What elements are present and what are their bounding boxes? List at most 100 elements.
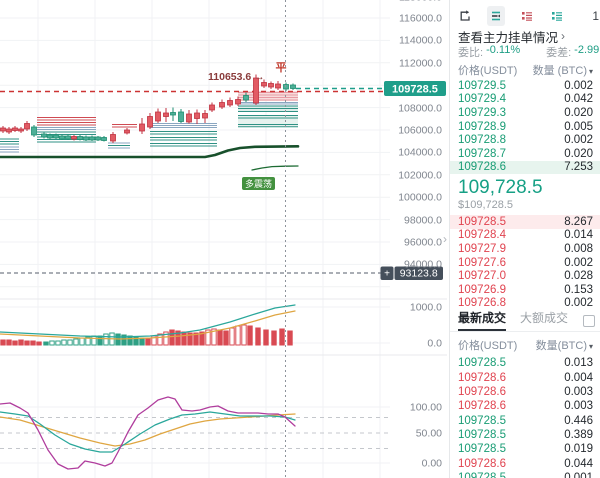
close-position-marker: 平 [276, 61, 287, 74]
crosshair-price-label [394, 266, 443, 280]
depth-refresh-icon[interactable] [456, 6, 474, 26]
volume-bar [163, 331, 169, 346]
volume-bar [241, 324, 247, 346]
trade-row[interactable]: 109728.5 0.389 [450, 428, 600, 442]
trade-row[interactable]: 109728.5 0.013 [450, 356, 600, 370]
trade-row[interactable]: 109728.5 0.001 [450, 471, 600, 478]
volume-bar [103, 333, 109, 346]
svg-text:102000.0: 102000.0 [398, 170, 442, 182]
candle-down [202, 113, 208, 119]
svg-text:+: + [384, 269, 390, 280]
orderbook-ask-row[interactable]: 109729.4 0.042 [450, 93, 600, 107]
svg-text:108000.0: 108000.0 [398, 103, 442, 115]
price-cell: 109726.9 [458, 283, 506, 296]
quantity-cell: 0.042 [564, 93, 593, 106]
orderbook-bid-row[interactable]: 109727.9 0.008 [450, 242, 600, 256]
candle-down [139, 123, 145, 132]
orderbook-ask-row[interactable]: 109728.8 0.002 [450, 133, 600, 147]
orderbook-bid-row[interactable]: 109727.6 0.002 [450, 256, 600, 270]
volume-bar [139, 337, 145, 346]
trade-row[interactable]: 109728.6 0.003 [450, 399, 600, 413]
price-cell: 109728.5 [458, 471, 506, 478]
volume-bar [223, 330, 229, 346]
volume-bar [247, 325, 253, 346]
volume-bar [79, 337, 85, 346]
orderbook-ask-row[interactable]: 109729.5 0.002 [450, 79, 600, 93]
svg-text:100000.0: 100000.0 [398, 192, 442, 204]
candle-up [65, 135, 71, 140]
candle-down [194, 112, 200, 119]
orderbook-bid-row[interactable]: 109728.4 0.014 [450, 229, 600, 243]
price-cell: 109728.6 [458, 385, 506, 398]
candle-up [59, 135, 65, 140]
svg-text:0.00: 0.00 [422, 458, 443, 470]
quantity-cell: 0.002 [564, 134, 593, 147]
tab-large-trades[interactable]: 大额成交 [520, 311, 569, 325]
price-cell: 109728.6 [458, 161, 506, 174]
trade-row[interactable]: 109728.5 0.446 [450, 413, 600, 427]
quantity-cell: 0.153 [564, 283, 593, 296]
price-annotation: 110653.6 → [208, 71, 265, 83]
candle-up [47, 134, 53, 139]
last-price-usd: $109,728.5 [458, 199, 514, 211]
tab-latest-trades[interactable]: 最新成交 [458, 309, 507, 331]
candle-down [227, 100, 233, 106]
candle-up [170, 112, 176, 116]
svg-text:0.0: 0.0 [427, 338, 442, 350]
orderbook-ask-row[interactable]: 109728.6 7.253 [450, 160, 600, 175]
volume-bar [121, 334, 127, 346]
quantity-cell: 0.002 [564, 79, 593, 92]
candle-up [89, 136, 95, 141]
orderbook-both-mode-icon[interactable] [486, 6, 505, 26]
orderbook-bid-row[interactable]: 109726.8 0.002 [450, 297, 600, 311]
price-cell: 109728.4 [458, 229, 506, 242]
orderbook-bid-row[interactable]: 109726.9 0.153 [450, 283, 600, 297]
svg-text:93123.8: 93123.8 [400, 268, 438, 280]
asks-only-mode-icon[interactable] [518, 6, 536, 26]
price-cell: 109728.7 [458, 147, 506, 160]
orderbook-bid-row[interactable]: 109728.5 8.267 [450, 215, 600, 229]
orderbook-ask-row[interactable]: 109729.3 0.020 [450, 106, 600, 120]
orderbook-ask-row[interactable]: 109728.9 0.005 [450, 120, 600, 134]
candle-down [219, 102, 225, 108]
volume-bar [169, 329, 175, 346]
trade-row[interactable]: 109728.6 0.003 [450, 385, 600, 399]
orderbook-ask-row[interactable]: 109728.7 0.020 [450, 147, 600, 161]
bids-only-mode-icon[interactable] [548, 6, 566, 26]
price-cell: 109728.5 [458, 357, 506, 370]
volume-bar [175, 330, 181, 346]
main-orders-link[interactable]: 查看主力挂单情况 › [458, 28, 565, 45]
volume-bar [61, 339, 67, 346]
trades-header: 价格(USDT) 数量(BTC) ▾ [450, 337, 600, 353]
candle-up [31, 126, 37, 136]
weibi-value: -0.11% [486, 44, 521, 56]
current-price-label [384, 81, 446, 96]
candle-up [178, 111, 184, 122]
trade-row[interactable]: 109728.5 0.019 [450, 442, 600, 456]
last-price-block[interactable]: 109,728.5 $109,728.5 [458, 177, 543, 212]
quantity-cell: 0.389 [564, 428, 593, 441]
trades-tabs: 最新成交 大额成交 [458, 310, 595, 331]
trade-row[interactable]: 109728.6 0.004 [450, 370, 600, 384]
trades-filter-checkbox[interactable] [583, 315, 595, 327]
signal-badge [242, 177, 275, 190]
weicha-label: 委差: [546, 47, 572, 58]
trade-row[interactable]: 109728.6 0.044 [450, 456, 600, 470]
chevron-down-icon[interactable]: ▾ [588, 342, 593, 351]
quantity-cell: 8.267 [564, 215, 593, 228]
volume-bar [235, 325, 241, 346]
asks-list: 109729.5 0.002 109729.4 0.042 109729.3 0.020 1… [450, 79, 600, 175]
candle-down [6, 128, 12, 133]
quantity-cell: 0.020 [564, 147, 593, 160]
trades-header-qty: 数量(BTC) [535, 340, 587, 352]
orderbook-bid-row[interactable]: 109727.0 0.028 [450, 269, 600, 283]
candle-down [235, 99, 241, 105]
candle-down [186, 113, 192, 123]
supply-demand-zone [238, 91, 298, 101]
panel-collapse-handle[interactable]: › [443, 232, 447, 246]
candle-down [147, 116, 153, 128]
chevron-down-icon[interactable]: ▾ [588, 67, 593, 76]
